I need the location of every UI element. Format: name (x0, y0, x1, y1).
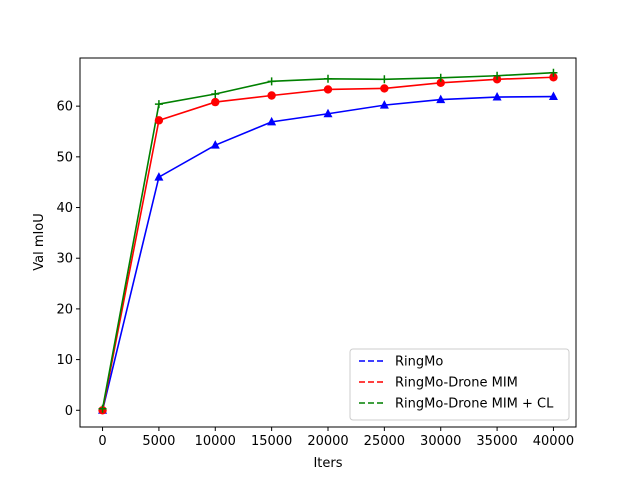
legend: RingMo RingMo-Drone MIM RingMo-Drone MIM +… (349, 348, 570, 421)
data-point-ringmo-drone-mim (154, 116, 164, 125)
y-tick-label: 40 (56, 201, 73, 216)
data-point-ringmo-drone-mim-cl (549, 68, 558, 77)
x-tick-label: 20000 (307, 434, 348, 449)
data-point-ringmo (267, 116, 277, 126)
y-tick-label: 20 (56, 302, 73, 317)
x-tick-label: 0 (98, 434, 106, 449)
data-point-ringmo (379, 100, 389, 109)
legend-box (349, 348, 570, 421)
data-point-ringmo (548, 91, 558, 101)
legend-label-ringmo-drone-mim-cl: RingMo-Drone MIM + CL (395, 397, 554, 412)
data-point-ringmo-drone-mim-cl (436, 73, 445, 82)
y-tick-label: 10 (56, 353, 73, 368)
data-point-ringmo-drone-mim-cl (493, 71, 502, 80)
x-tick-label: 35000 (476, 434, 517, 449)
data-point-ringmo-drone-mim (267, 91, 276, 100)
data-point-ringmo (492, 92, 502, 101)
data-point-ringmo-drone-mim (323, 85, 333, 94)
data-point-ringmo-drone-mim-cl (211, 89, 220, 98)
data-point-ringmo (210, 140, 220, 149)
legend-label-ringmo: RingMo (395, 355, 443, 370)
y-tick-label: 60 (56, 100, 73, 115)
y-tick-label: 0 (65, 404, 73, 419)
x-tick-label: 15000 (251, 434, 292, 449)
y-tick-label: 30 (56, 252, 73, 267)
data-point-ringmo (436, 94, 446, 104)
data-point-ringmo-drone-mim (436, 78, 445, 88)
y-axis-label: Val mIoU (32, 213, 47, 271)
x-tick-label: 10000 (195, 434, 236, 449)
x-axis-ticks: 0 5000 10000 15000 20000 25000 30000 35000 40000 (98, 427, 574, 449)
y-axis-ticks: 0 10 20 30 40 50 60 (56, 100, 80, 419)
legend-label-ringmo-drone-mim: RingMo-Drone MIM (395, 376, 518, 391)
data-point-ringmo-drone-mim-cl (154, 100, 163, 109)
data-point-ringmo-drone-mim (380, 84, 389, 93)
data-point-ringmo (323, 108, 333, 118)
data-point-ringmo-drone-mim-cl (324, 74, 332, 83)
x-tick-label: 30000 (420, 434, 461, 449)
x-tick-label: 25000 (364, 434, 405, 449)
x-tick-label: 40000 (533, 434, 574, 449)
data-point-ringmo-drone-mim-cl (267, 77, 276, 86)
x-axis-label: Iters (313, 456, 342, 471)
data-point-ringmo-drone-mim-cl (380, 75, 389, 84)
data-point-ringmo (154, 172, 164, 181)
y-tick-label: 50 (56, 150, 73, 165)
series-markers (98, 68, 558, 415)
data-point-ringmo-drone-mim (549, 73, 558, 82)
data-point-ringmo-drone-mim-cl (98, 404, 107, 413)
x-tick-label: 5000 (142, 434, 175, 449)
data-point-ringmo-drone-mim (211, 97, 220, 107)
